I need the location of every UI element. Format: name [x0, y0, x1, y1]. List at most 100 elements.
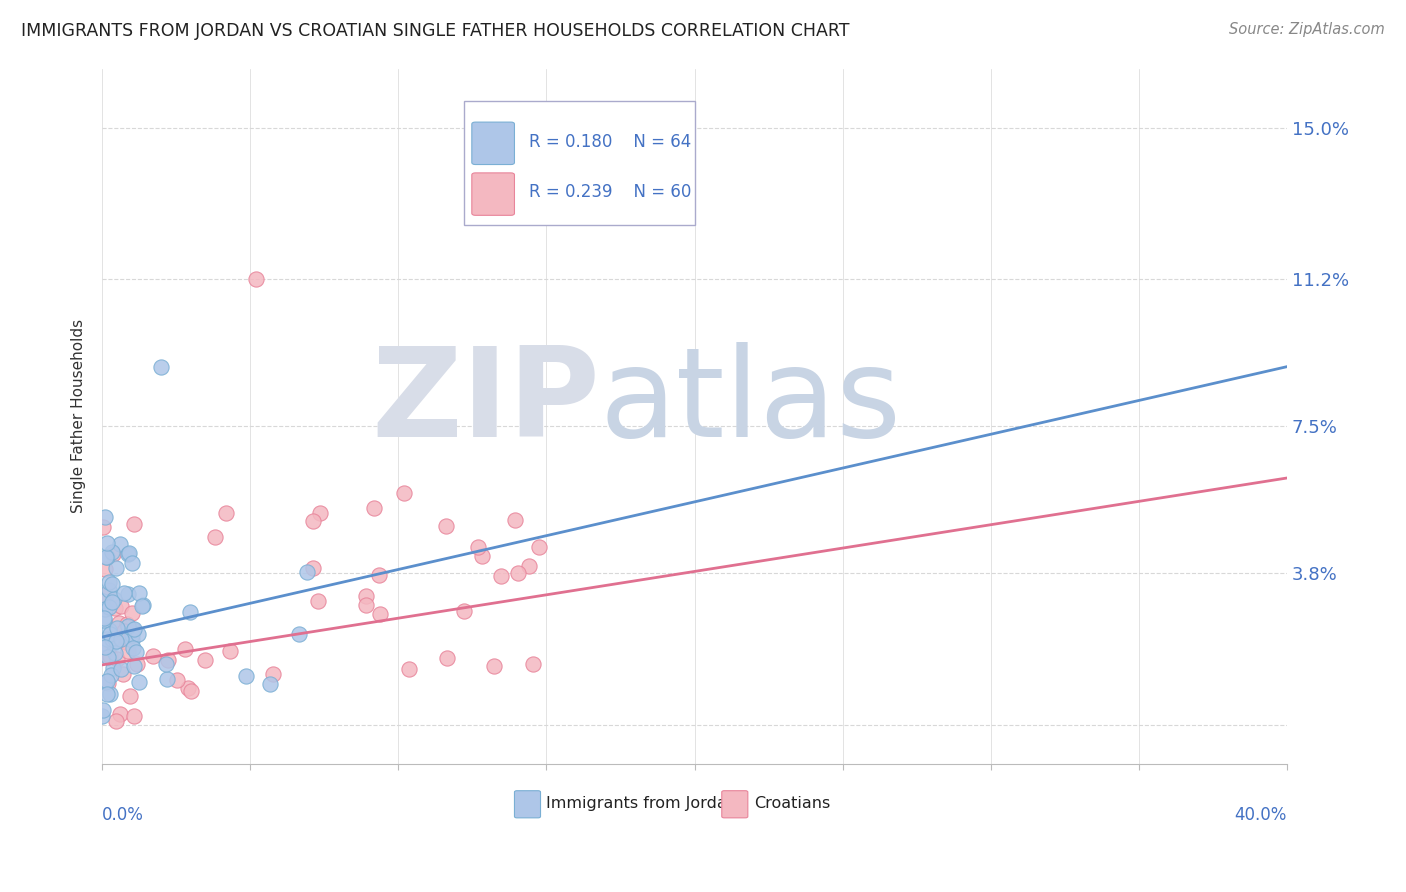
Point	[98, 623, 121, 637]
Point	[93, 613, 115, 627]
Point	[103, 660, 125, 674]
Point	[97, 675, 120, 690]
Point	[117, 547, 139, 561]
Point	[91, 709, 114, 723]
Point	[127, 657, 149, 672]
Point	[235, 669, 257, 683]
Point	[91, 594, 114, 608]
Point	[105, 561, 128, 575]
Point	[91, 647, 114, 661]
Point	[367, 568, 389, 582]
Point	[96, 536, 118, 550]
Point	[101, 576, 124, 591]
Text: 0.0%: 0.0%	[103, 806, 143, 824]
Point	[356, 598, 378, 612]
Point	[142, 649, 165, 664]
Point	[100, 668, 122, 682]
Point	[104, 714, 127, 728]
Point	[122, 517, 145, 532]
Point	[122, 622, 145, 636]
Point	[503, 512, 526, 526]
Point	[91, 636, 114, 650]
Point	[166, 673, 188, 687]
Point	[96, 687, 118, 701]
Text: IMMIGRANTS FROM JORDAN VS CROATIAN SINGLE FATHER HOUSEHOLDS CORRELATION CHART: IMMIGRANTS FROM JORDAN VS CROATIAN SINGL…	[21, 22, 849, 40]
Point	[98, 627, 121, 641]
Point	[96, 549, 118, 564]
Point	[117, 587, 139, 601]
Point	[392, 485, 415, 500]
Point	[128, 674, 150, 689]
Point	[104, 646, 127, 660]
Point	[508, 566, 530, 581]
Point	[91, 703, 114, 717]
Point	[117, 644, 139, 658]
Point	[179, 605, 201, 619]
Point	[94, 675, 117, 690]
Point	[110, 599, 132, 614]
Point	[122, 708, 145, 723]
Point	[104, 600, 127, 615]
Point	[259, 676, 281, 690]
Point	[100, 545, 122, 559]
Point	[302, 514, 325, 528]
Y-axis label: Single Father Households: Single Father Households	[72, 319, 86, 514]
Point	[98, 648, 121, 663]
Point	[307, 594, 329, 608]
Text: Croatians: Croatians	[754, 797, 830, 812]
Point	[97, 650, 120, 665]
Point	[98, 582, 121, 597]
Point	[101, 632, 124, 646]
Point	[308, 506, 330, 520]
Point	[121, 607, 143, 621]
Point	[150, 359, 173, 374]
Point	[110, 632, 132, 647]
Point	[94, 588, 117, 602]
Point	[112, 586, 135, 600]
Text: Source: ZipAtlas.com: Source: ZipAtlas.com	[1229, 22, 1385, 37]
Point	[132, 599, 155, 613]
Point	[94, 562, 117, 576]
Point	[112, 624, 135, 638]
Point	[96, 632, 118, 647]
FancyBboxPatch shape	[464, 101, 695, 225]
Point	[288, 627, 311, 641]
Point	[98, 575, 121, 590]
Point	[101, 547, 124, 561]
Point	[434, 519, 457, 533]
Point	[100, 687, 122, 701]
Point	[519, 559, 541, 574]
Point	[471, 549, 494, 563]
Point	[94, 510, 117, 524]
Point	[522, 657, 544, 672]
Point	[110, 662, 132, 676]
Point	[93, 640, 115, 654]
Point	[114, 635, 136, 649]
Point	[110, 537, 132, 551]
Text: R = 0.239    N = 60: R = 0.239 N = 60	[529, 184, 692, 202]
Point	[121, 556, 143, 570]
Point	[125, 645, 148, 659]
Point	[527, 540, 550, 554]
FancyBboxPatch shape	[515, 790, 540, 818]
Text: atlas: atlas	[600, 342, 901, 463]
Point	[93, 610, 115, 624]
Text: ZIP: ZIP	[371, 342, 600, 463]
Text: R = 0.180    N = 64: R = 0.180 N = 64	[529, 133, 690, 151]
Point	[156, 672, 179, 686]
Text: 40.0%: 40.0%	[1234, 806, 1286, 824]
Point	[180, 684, 202, 698]
Point	[262, 667, 284, 681]
Point	[96, 549, 118, 564]
Point	[103, 591, 125, 606]
Point	[115, 617, 138, 632]
Point	[157, 653, 180, 667]
Point	[101, 636, 124, 650]
Point	[117, 618, 139, 632]
Point	[204, 529, 226, 543]
Point	[98, 600, 121, 615]
Point	[114, 630, 136, 644]
Point	[111, 667, 134, 681]
Point	[105, 621, 128, 635]
Point	[194, 653, 217, 667]
